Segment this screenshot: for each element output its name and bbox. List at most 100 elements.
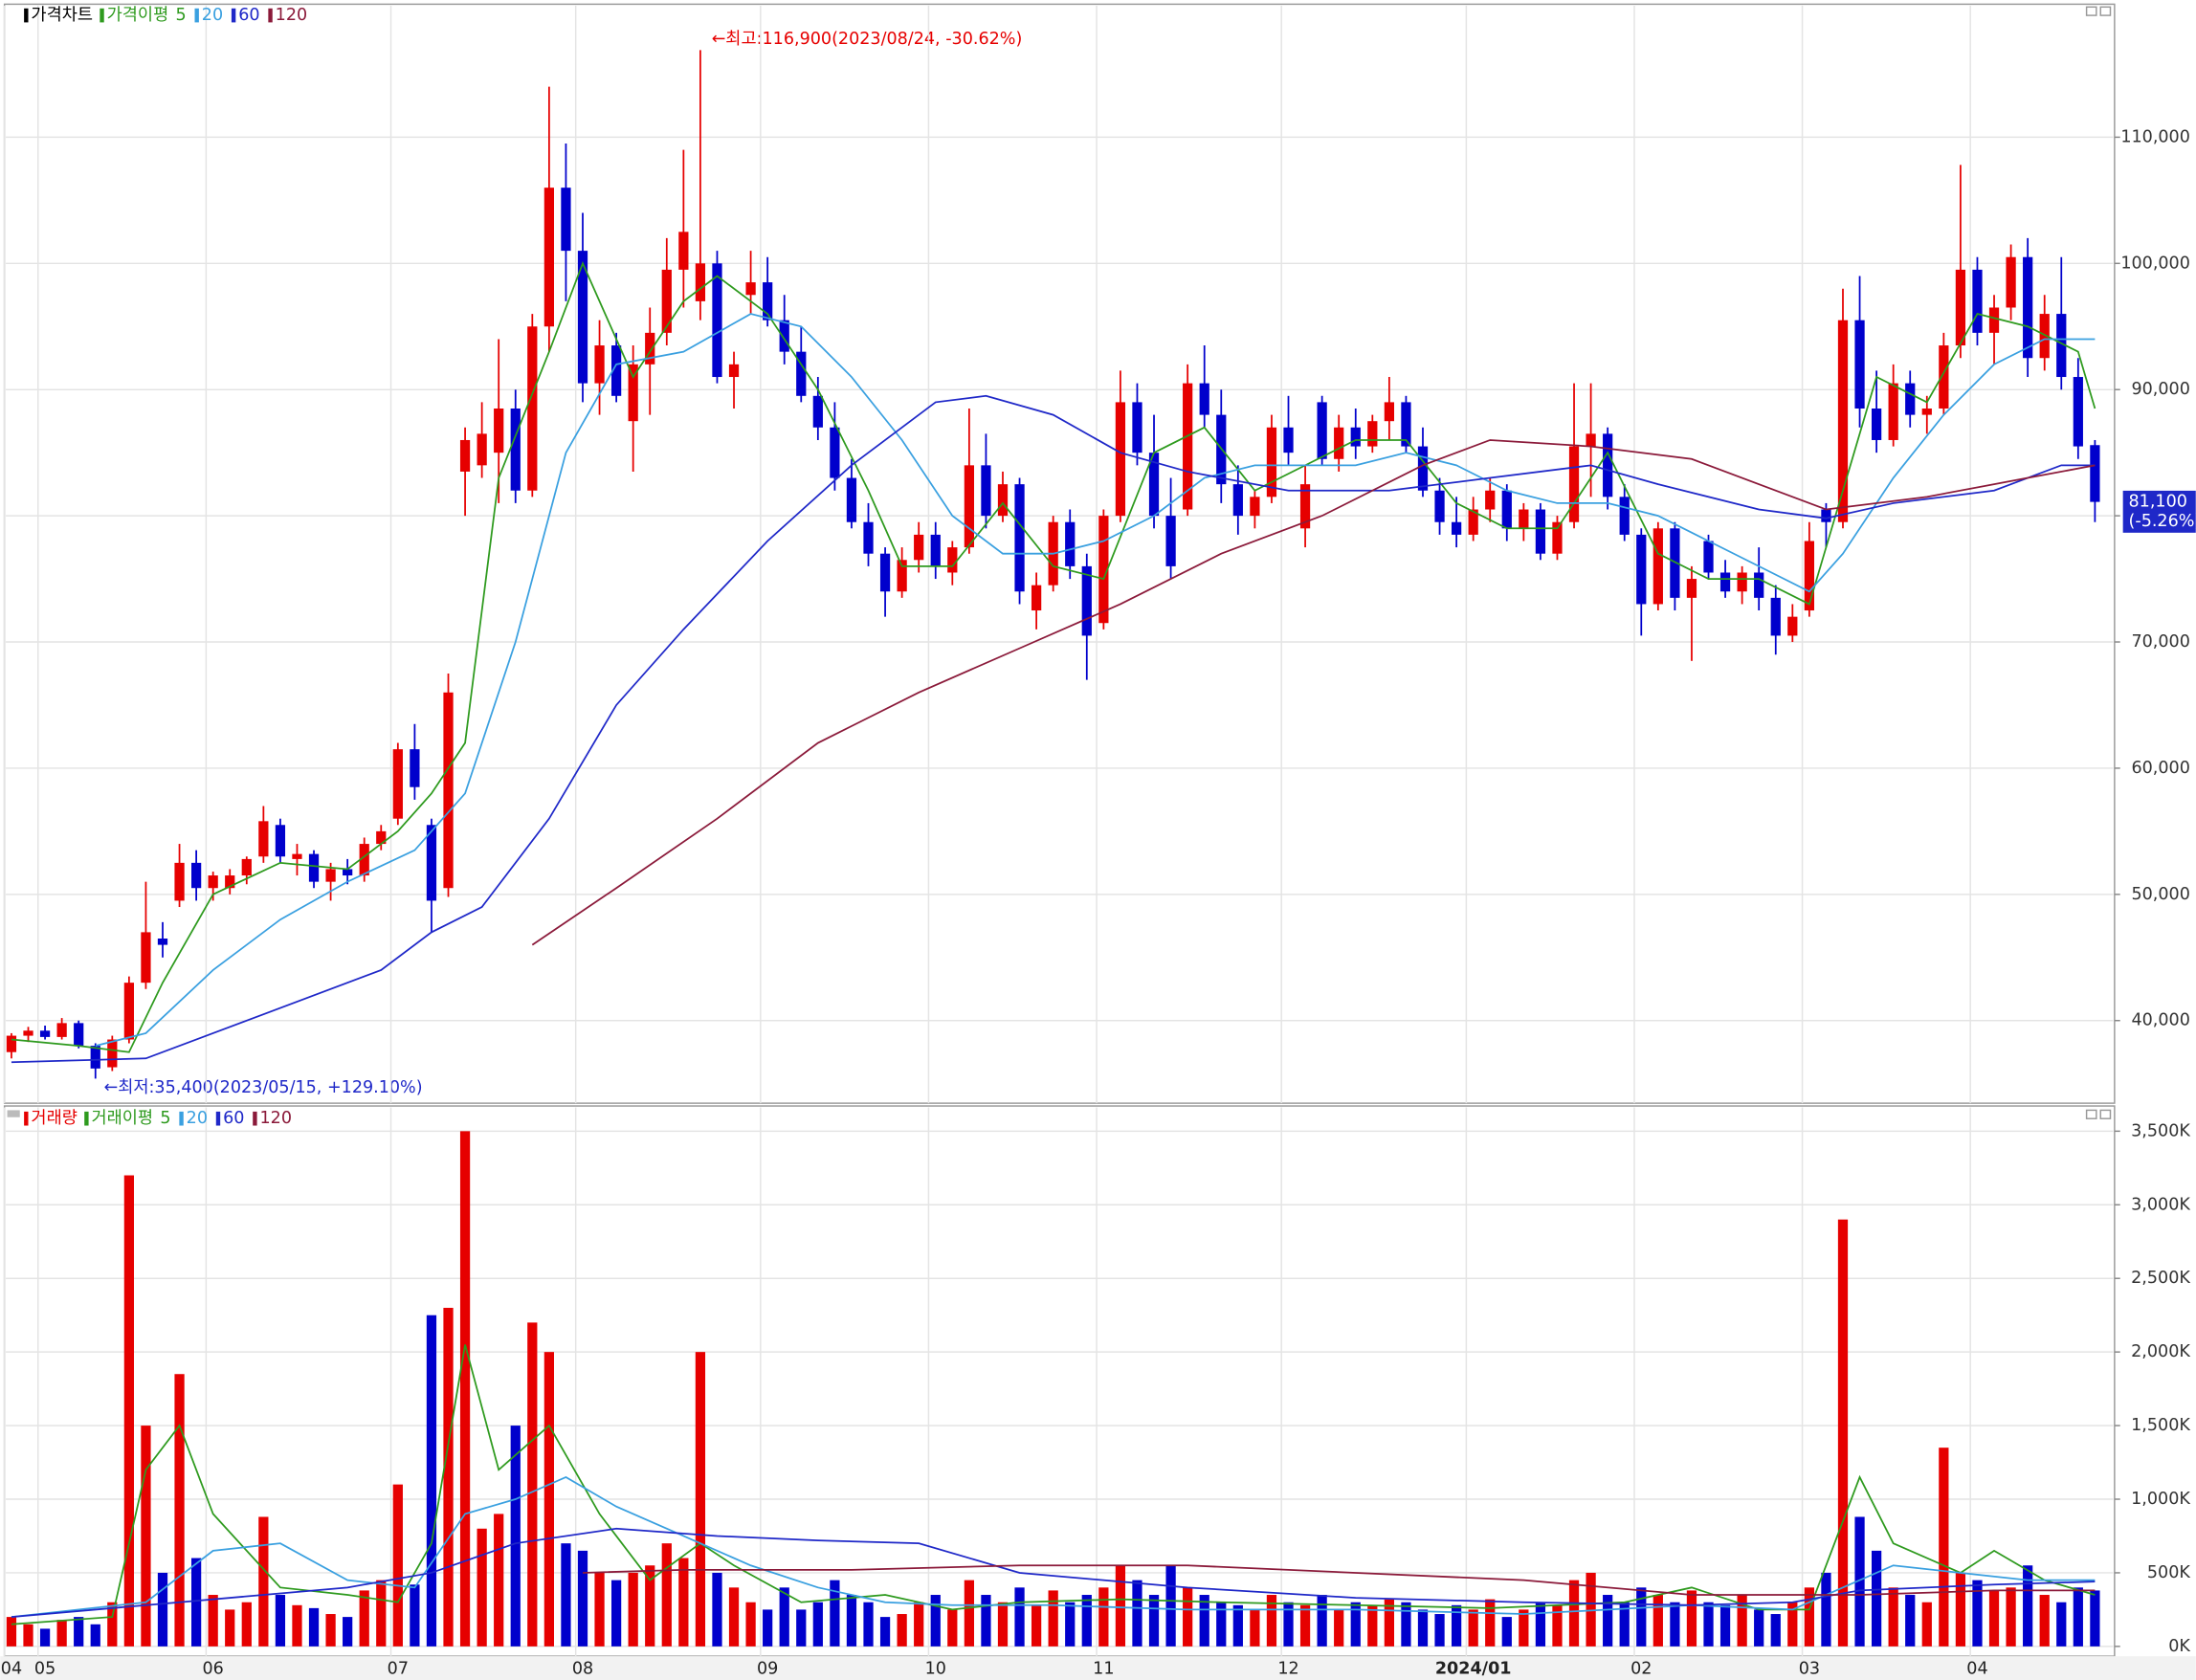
panel-button[interactable] [2085, 1109, 2097, 1119]
candle-body [459, 439, 471, 472]
candle-body [107, 1039, 118, 1068]
candle-body [1804, 541, 1814, 611]
x-tick-label: 07 [388, 1659, 409, 1678]
legend-swatch [253, 1111, 257, 1126]
volume-bar [1148, 1595, 1160, 1647]
volume-bar [1065, 1602, 1076, 1647]
volume-bar [1283, 1602, 1294, 1647]
candle-body [343, 869, 353, 876]
volume-bar [1451, 1604, 1462, 1647]
volume-bar [74, 1617, 84, 1647]
candle-body [1434, 490, 1445, 522]
candle-body [561, 188, 571, 252]
x-tick-label: 05 [34, 1659, 55, 1678]
panel-button[interactable] [2085, 6, 2097, 16]
candle-body [275, 825, 286, 857]
candle-body [1754, 572, 1764, 598]
volume-bar [1619, 1602, 1630, 1647]
candle-body [477, 433, 487, 466]
x-tick-label: 04 [1, 1659, 22, 1678]
legend-swatch [268, 8, 273, 23]
ma-line [11, 1475, 2096, 1618]
volume-bar [392, 1484, 403, 1647]
candle-body [225, 875, 235, 889]
legend-swatch [24, 8, 29, 23]
volume-bar [477, 1528, 487, 1647]
panel-button[interactable] [2099, 1109, 2112, 1119]
y-tick-label: 3,500K [2131, 1121, 2190, 1140]
candle-body [74, 1023, 84, 1047]
candle-body [443, 692, 454, 889]
volume-bar [1939, 1448, 1949, 1647]
candle-body [1451, 521, 1462, 535]
candle-body [1955, 269, 1966, 346]
candle-body [1485, 490, 1496, 510]
volume-bar [174, 1374, 185, 1647]
y-tick-label: 100,000 [2120, 254, 2190, 273]
candle-body [157, 938, 168, 945]
volume-bar [914, 1602, 924, 1647]
candle-body [1165, 516, 1176, 566]
volume-bar [1988, 1590, 2000, 1647]
ma-line [95, 313, 2096, 1047]
candle-body [577, 251, 588, 384]
volume-bar [2023, 1565, 2033, 1647]
volume-bar [610, 1580, 622, 1647]
volume-bar [897, 1614, 907, 1647]
volume-bar [1754, 1609, 1764, 1647]
volume-bar [2090, 1590, 2100, 1647]
volume-bar [846, 1595, 857, 1647]
volume-bar [1871, 1550, 1882, 1647]
volume-bar [779, 1587, 789, 1647]
volume-bar [577, 1550, 588, 1647]
volume-bar [1232, 1604, 1243, 1647]
volume-bar [343, 1617, 353, 1647]
ma-line [11, 261, 2096, 1053]
candle-body [1871, 409, 1882, 440]
volume-bar [661, 1543, 672, 1647]
volume-bar [258, 1516, 269, 1647]
y-tick-label: 110,000 [2120, 127, 2190, 146]
panel-button[interactable] [2099, 6, 2112, 16]
candle-body [763, 282, 773, 321]
candle-body [1283, 427, 1294, 453]
legend-swatch [231, 8, 236, 23]
volume-bar [1636, 1587, 1647, 1647]
y-tick-label: 3,000K [2131, 1195, 2190, 1214]
volume-bar [1955, 1572, 1966, 1647]
ma-line [531, 439, 2096, 946]
candle-body [779, 320, 789, 352]
candle-body [325, 869, 336, 882]
volume-bar [1299, 1604, 1311, 1647]
last-price-label: 81,100 [2129, 493, 2187, 512]
legend-swatch [24, 1111, 29, 1126]
candle-body [23, 1030, 33, 1036]
candle-body [376, 830, 387, 845]
volume-bar [107, 1602, 118, 1647]
candle-body [2056, 314, 2067, 378]
candle-body [1232, 484, 1243, 517]
candle-body [1367, 421, 1378, 447]
volume-bar [1670, 1602, 1680, 1647]
volume-bar [1350, 1602, 1361, 1647]
candle-body [359, 844, 369, 876]
candle-body [1552, 521, 1563, 554]
candle-body [1266, 427, 1277, 497]
candle-body [1384, 402, 1394, 422]
candle-body [90, 1046, 100, 1069]
volume-bar [1653, 1595, 1663, 1647]
candle-body [1199, 383, 1209, 415]
volume-bar [1098, 1587, 1109, 1647]
volume-bar [410, 1584, 420, 1647]
candle-body [914, 534, 924, 561]
volume-bar [459, 1131, 471, 1647]
volume-bar [1216, 1602, 1227, 1647]
candle-body [796, 351, 807, 396]
y-tick-label: 500K [2147, 1563, 2190, 1582]
candle-body [1031, 585, 1042, 611]
volume-bar [208, 1595, 218, 1647]
volume-bar [879, 1617, 891, 1647]
x-tick-label: 02 [1630, 1659, 1652, 1678]
